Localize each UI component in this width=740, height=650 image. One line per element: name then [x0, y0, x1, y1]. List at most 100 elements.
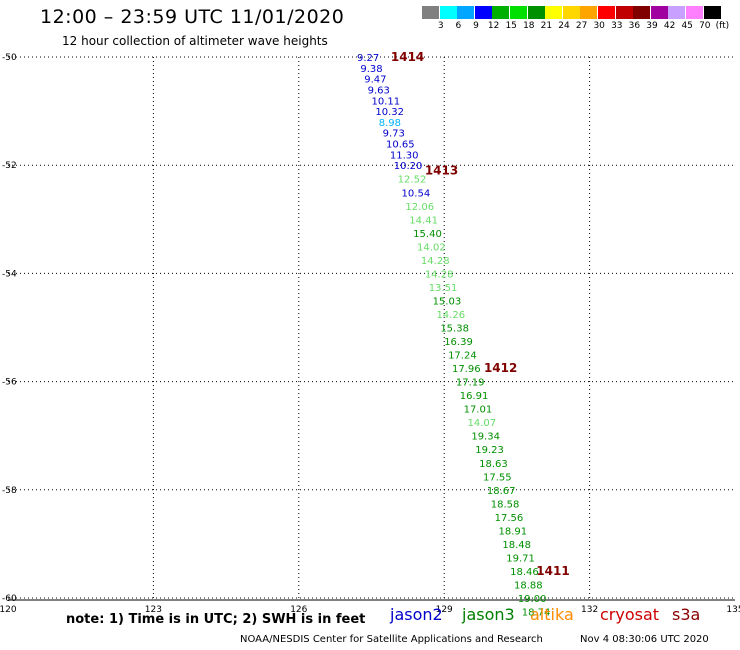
y-tick-label: -52	[2, 161, 17, 171]
legend-item-jason3: jason3	[462, 605, 515, 624]
colorbar-swatch	[633, 6, 651, 19]
x-tick-label: 126	[290, 605, 307, 615]
colorbar-swatch	[615, 6, 633, 19]
wave-height-value: 16.39	[444, 337, 473, 348]
pass-time-label: 1414	[391, 50, 424, 64]
colorbar-label: 6	[455, 21, 462, 31]
timestamp-text: Nov 4 08:30:06 UTC 2020	[580, 634, 709, 645]
colorbar-label: 42	[663, 21, 676, 31]
colorbar-label: 33	[611, 21, 623, 31]
colorbar-label: 21	[540, 21, 553, 31]
x-tick-label: 135	[726, 605, 740, 615]
tick-labels: 120 123 126 129 132 135 -50 -52 -54 -56 -58 -60	[0, 53, 740, 615]
wave-height-value: 16.91	[460, 391, 489, 402]
wave-height-value: 17.01	[464, 405, 493, 416]
wave-height-value: 18.88	[514, 580, 543, 591]
x-tick-label: 120	[0, 605, 17, 615]
wave-height-value: 19.00	[518, 594, 547, 605]
colorbar-label: (ft)	[715, 21, 730, 31]
wave-height-value: 8.98	[379, 118, 401, 129]
colorbar-swatch	[492, 6, 510, 19]
legend-item-jason2: jason2	[390, 605, 443, 624]
wave-height-value: 12.52	[398, 175, 427, 186]
x-tick-label: 129	[436, 605, 453, 615]
pass-time-label: 1411	[536, 564, 569, 578]
satellite-legend: jason2 jason3 altika cryosat s3a	[0, 605, 740, 629]
wave-height-value: 17.96	[452, 364, 481, 375]
colorbar-label: 9	[473, 21, 479, 31]
colorbar-label: 15	[505, 21, 517, 31]
x-tick-label: 123	[145, 605, 162, 615]
colorbar-swatch	[580, 6, 598, 19]
colorbar-label: 45	[681, 21, 693, 31]
time-labels: 1414 1413 1412 1411	[391, 50, 570, 578]
colorbar-swatch	[545, 6, 563, 19]
colorbar-swatch	[439, 6, 457, 19]
legend-item-s3a: s3a	[672, 605, 701, 624]
wave-height-value: 14.28	[425, 269, 454, 280]
pass-time-label: 1413	[425, 164, 458, 178]
wave-height-value: 9.38	[360, 64, 382, 75]
wave-height-value: 10.20	[394, 161, 423, 172]
wave-height-value: 15.03	[433, 296, 462, 307]
wave-height-value: 14.28	[421, 256, 450, 267]
wave-height-value: 17.56	[495, 513, 524, 524]
wave-height-value: 14.26	[436, 310, 465, 321]
grid-lines	[8, 56, 735, 599]
colorbar-swatch	[510, 6, 527, 19]
colorbar-swatch	[422, 6, 439, 19]
colorbar-label: 12	[487, 21, 500, 31]
y-tick-label: -58	[2, 486, 17, 496]
colorbar-label: 24	[558, 21, 570, 31]
colorbar-label: 3	[437, 21, 444, 31]
wave-height-value: 17.19	[456, 378, 485, 389]
colorbar-swatch	[686, 6, 703, 19]
y-tick-label: -50	[2, 53, 17, 63]
colorbar-swatch	[668, 6, 686, 19]
wave-height-value: 11.30	[390, 150, 419, 161]
wave-height-value: 9.63	[368, 85, 390, 96]
chart-subtitle: 12 hour collection of altimeter wave hei…	[62, 34, 328, 48]
wave-height-value: 15.38	[440, 324, 469, 335]
wave-height-value: 19.34	[471, 432, 500, 443]
colorbar-swatch	[650, 6, 668, 19]
wave-height-value: 19.23	[475, 445, 504, 456]
wave-height-value: 18.48	[502, 540, 531, 551]
y-tick-label: -60	[2, 594, 17, 604]
colorbar-swatch	[703, 6, 721, 19]
wave-height-value: 15.40	[413, 229, 442, 240]
colorbar-label: 70	[699, 21, 711, 31]
colorbar-swatch	[527, 6, 545, 19]
wave-height-value: 18.67	[487, 486, 516, 497]
wave-height-value: 14.41	[409, 215, 438, 226]
wave-height-value: 9.73	[383, 129, 405, 140]
pass-time-label: 1412	[484, 361, 517, 375]
wave-height-value: 18.91	[498, 526, 527, 537]
colorbar-label: 18	[523, 21, 535, 31]
wave-height-value: 14.02	[417, 242, 446, 253]
wave-height-value: 17.55	[483, 472, 512, 483]
wave-height-value: 17.24	[448, 351, 477, 362]
colorbar-label: 36	[628, 21, 641, 31]
note-text: note: 1) Time is in UTC; 2) SWH is in fe…	[66, 612, 366, 627]
wave-height-value: 10.65	[386, 140, 415, 151]
colorbar-swatch	[474, 6, 492, 19]
colorbar-label: 39	[646, 21, 658, 31]
colorbar-swatch	[562, 6, 580, 19]
colorbar-swatch	[457, 6, 475, 19]
wave-height-value: 13.51	[429, 283, 458, 294]
colorbar-swatch	[598, 6, 615, 19]
wave-height-value: 9.47	[364, 75, 386, 86]
wave-height-value: 9.27	[357, 53, 379, 64]
wave-height-value: 10.11	[372, 96, 401, 107]
y-tick-label: -54	[2, 269, 17, 279]
wave-height-value: 10.32	[375, 107, 404, 118]
wave-height-value: 12.06	[405, 202, 434, 213]
wave-height-value: 18.63	[479, 459, 508, 470]
wave-height-value: 10.54	[402, 188, 431, 199]
y-tick-label: -56	[2, 378, 17, 388]
wave-height-value: 18.74	[522, 608, 551, 619]
colorbar-label: 27	[575, 21, 588, 31]
wave-height-value: 19.71	[506, 553, 535, 564]
